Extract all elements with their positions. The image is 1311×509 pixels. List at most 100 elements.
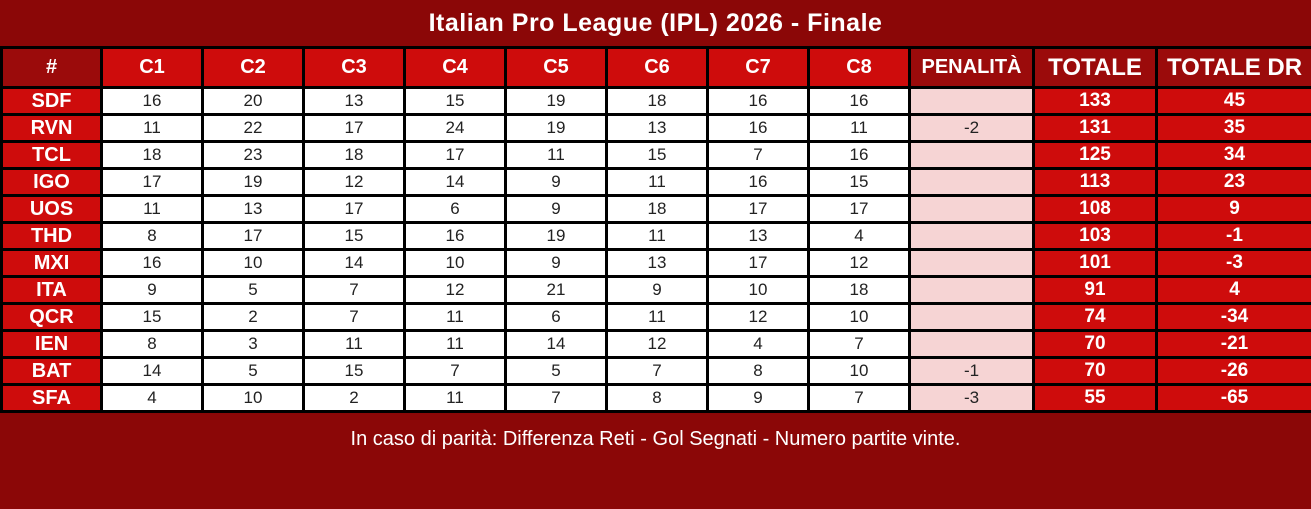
score-cell: 8 xyxy=(100,329,204,359)
total-dr-cell: -26 xyxy=(1155,356,1311,386)
score-cell: 16 xyxy=(807,86,911,116)
score-cell: 17 xyxy=(403,140,507,170)
round-header-c7: C7 xyxy=(706,46,810,89)
score-cell: 12 xyxy=(807,248,911,278)
round-header-c1: C1 xyxy=(100,46,204,89)
score-cell: 8 xyxy=(100,221,204,251)
score-cell: 15 xyxy=(403,86,507,116)
table-row: IGO 17 19 12 14 9 11 16 15 113 23 xyxy=(0,167,1311,197)
score-cell: 10 xyxy=(807,356,911,386)
score-cell: 14 xyxy=(100,356,204,386)
total-cell: 101 xyxy=(1032,248,1158,278)
score-cell: 10 xyxy=(201,383,305,413)
score-cell: 10 xyxy=(403,248,507,278)
total-cell: 70 xyxy=(1032,356,1158,386)
score-cell: 16 xyxy=(706,167,810,197)
total-header: TOTALE xyxy=(1032,46,1158,89)
score-cell: 17 xyxy=(807,194,911,224)
score-cell: 2 xyxy=(302,383,406,413)
score-cell: 9 xyxy=(504,248,608,278)
team-cell: IGO xyxy=(0,167,103,197)
penalty-cell: -1 xyxy=(908,356,1035,386)
score-cell: 18 xyxy=(807,275,911,305)
penalty-cell xyxy=(908,302,1035,332)
score-cell: 17 xyxy=(302,194,406,224)
score-cell: 5 xyxy=(504,356,608,386)
team-cell: THD xyxy=(0,221,103,251)
score-cell: 15 xyxy=(302,356,406,386)
score-cell: 10 xyxy=(201,248,305,278)
total-dr-cell: 23 xyxy=(1155,167,1311,197)
score-cell: 13 xyxy=(706,221,810,251)
score-cell: 16 xyxy=(403,221,507,251)
total-dr-cell: -34 xyxy=(1155,302,1311,332)
score-cell: 7 xyxy=(605,356,709,386)
score-cell: 14 xyxy=(403,167,507,197)
score-cell: 5 xyxy=(201,275,305,305)
tiebreaker-note: In caso di parità: Differenza Reti - Gol… xyxy=(350,427,961,450)
score-cell: 19 xyxy=(504,221,608,251)
penalty-cell xyxy=(908,86,1035,116)
score-cell: 11 xyxy=(403,383,507,413)
score-cell: 7 xyxy=(807,329,911,359)
score-cell: 4 xyxy=(807,221,911,251)
table-row: RVN 11 22 17 24 19 13 16 11 -2 131 35 xyxy=(0,113,1311,143)
total-dr-cell: -1 xyxy=(1155,221,1311,251)
score-cell: 13 xyxy=(201,194,305,224)
total-cell: 113 xyxy=(1032,167,1158,197)
score-cell: 14 xyxy=(504,329,608,359)
score-cell: 24 xyxy=(403,113,507,143)
score-cell: 8 xyxy=(706,356,810,386)
score-cell: 11 xyxy=(605,221,709,251)
team-cell: TCL xyxy=(0,140,103,170)
penalty-cell xyxy=(908,194,1035,224)
score-cell: 17 xyxy=(302,113,406,143)
score-cell: 8 xyxy=(605,383,709,413)
round-header-c5: C5 xyxy=(504,46,608,89)
penalty-cell: -2 xyxy=(908,113,1035,143)
table-row: THD 8 17 15 16 19 11 13 4 103 -1 xyxy=(0,221,1311,251)
score-cell: 11 xyxy=(100,113,204,143)
score-cell: 15 xyxy=(100,302,204,332)
score-cell: 11 xyxy=(605,302,709,332)
score-cell: 9 xyxy=(706,383,810,413)
total-cell: 131 xyxy=(1032,113,1158,143)
score-cell: 9 xyxy=(605,275,709,305)
score-cell: 16 xyxy=(706,86,810,116)
score-cell: 21 xyxy=(504,275,608,305)
score-cell: 7 xyxy=(807,383,911,413)
team-cell: SFA xyxy=(0,383,103,413)
team-cell: RVN xyxy=(0,113,103,143)
score-cell: 11 xyxy=(807,113,911,143)
total-dr-cell: 9 xyxy=(1155,194,1311,224)
team-cell: ITA xyxy=(0,275,103,305)
score-cell: 15 xyxy=(605,140,709,170)
team-cell: UOS xyxy=(0,194,103,224)
team-cell: SDF xyxy=(0,86,103,116)
total-cell: 74 xyxy=(1032,302,1158,332)
score-cell: 17 xyxy=(201,221,305,251)
score-cell: 17 xyxy=(706,248,810,278)
score-cell: 5 xyxy=(201,356,305,386)
total-cell: 108 xyxy=(1032,194,1158,224)
total-cell: 103 xyxy=(1032,221,1158,251)
score-cell: 23 xyxy=(201,140,305,170)
total-dr-cell: -65 xyxy=(1155,383,1311,413)
score-cell: 16 xyxy=(706,113,810,143)
score-cell: 11 xyxy=(403,329,507,359)
penalty-cell xyxy=(908,140,1035,170)
score-cell: 22 xyxy=(201,113,305,143)
round-header-c3: C3 xyxy=(302,46,406,89)
score-cell: 19 xyxy=(504,113,608,143)
score-cell: 4 xyxy=(100,383,204,413)
score-cell: 18 xyxy=(100,140,204,170)
score-cell: 10 xyxy=(807,302,911,332)
table-row: IEN 8 3 11 11 14 12 4 7 70 -21 xyxy=(0,329,1311,359)
score-cell: 12 xyxy=(403,275,507,305)
team-cell: MXI xyxy=(0,248,103,278)
round-header-c8: C8 xyxy=(807,46,911,89)
score-cell: 17 xyxy=(100,167,204,197)
total-cell: 91 xyxy=(1032,275,1158,305)
score-cell: 15 xyxy=(302,221,406,251)
score-cell: 12 xyxy=(706,302,810,332)
